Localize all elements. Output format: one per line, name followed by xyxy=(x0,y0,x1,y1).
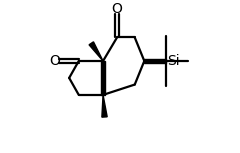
Polygon shape xyxy=(102,95,107,117)
Polygon shape xyxy=(101,61,105,95)
Polygon shape xyxy=(144,59,166,63)
Text: O: O xyxy=(50,54,61,68)
Polygon shape xyxy=(89,42,103,61)
Text: Si: Si xyxy=(168,54,180,68)
Text: O: O xyxy=(112,2,122,16)
